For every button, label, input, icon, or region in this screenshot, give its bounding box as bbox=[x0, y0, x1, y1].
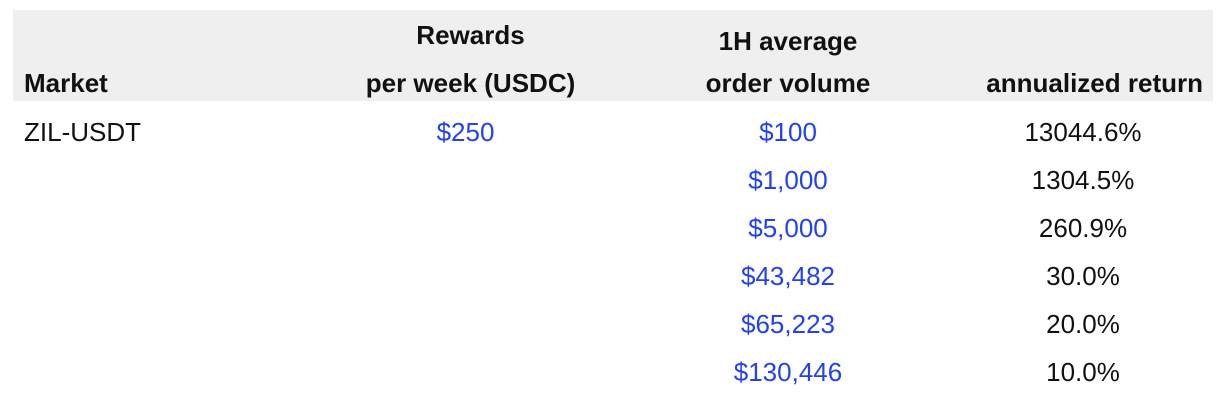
return-cell: 10.0% bbox=[1046, 357, 1120, 387]
volume-cell: $43,482 bbox=[741, 261, 835, 291]
table-body: ZIL-USDT $250 $100 13044.6% $1,000 1304.… bbox=[13, 101, 1213, 397]
volume-column-header-line1: 1H average bbox=[718, 26, 858, 56]
volume-cell: $100 bbox=[759, 117, 817, 147]
return-cell: 13044.6% bbox=[1024, 117, 1142, 147]
return-cell: 30.0% bbox=[1046, 261, 1120, 291]
volume-cell: $1,000 bbox=[748, 165, 828, 195]
market-column-header: Market bbox=[24, 68, 108, 98]
volume-cell: $130,446 bbox=[733, 357, 843, 387]
rewards-column-header-line1: Rewards bbox=[416, 20, 525, 50]
volume-column-header-line2: order volume bbox=[705, 68, 871, 98]
return-cell: 260.9% bbox=[1038, 213, 1128, 243]
return-cell: 1304.5% bbox=[1031, 165, 1135, 195]
market-cell: ZIL-USDT bbox=[24, 117, 141, 147]
rewards-cell: $250 bbox=[436, 117, 495, 147]
rewards-column-header-line2: per week (USDC) bbox=[365, 68, 576, 98]
return-column-header: annualized return bbox=[986, 68, 1203, 98]
volume-cell: $5,000 bbox=[748, 213, 828, 243]
return-cell: 20.0% bbox=[1046, 309, 1120, 339]
volume-cell: $65,223 bbox=[741, 309, 835, 339]
table-header: Market Rewards per week (USDC) 1H averag… bbox=[13, 10, 1213, 101]
